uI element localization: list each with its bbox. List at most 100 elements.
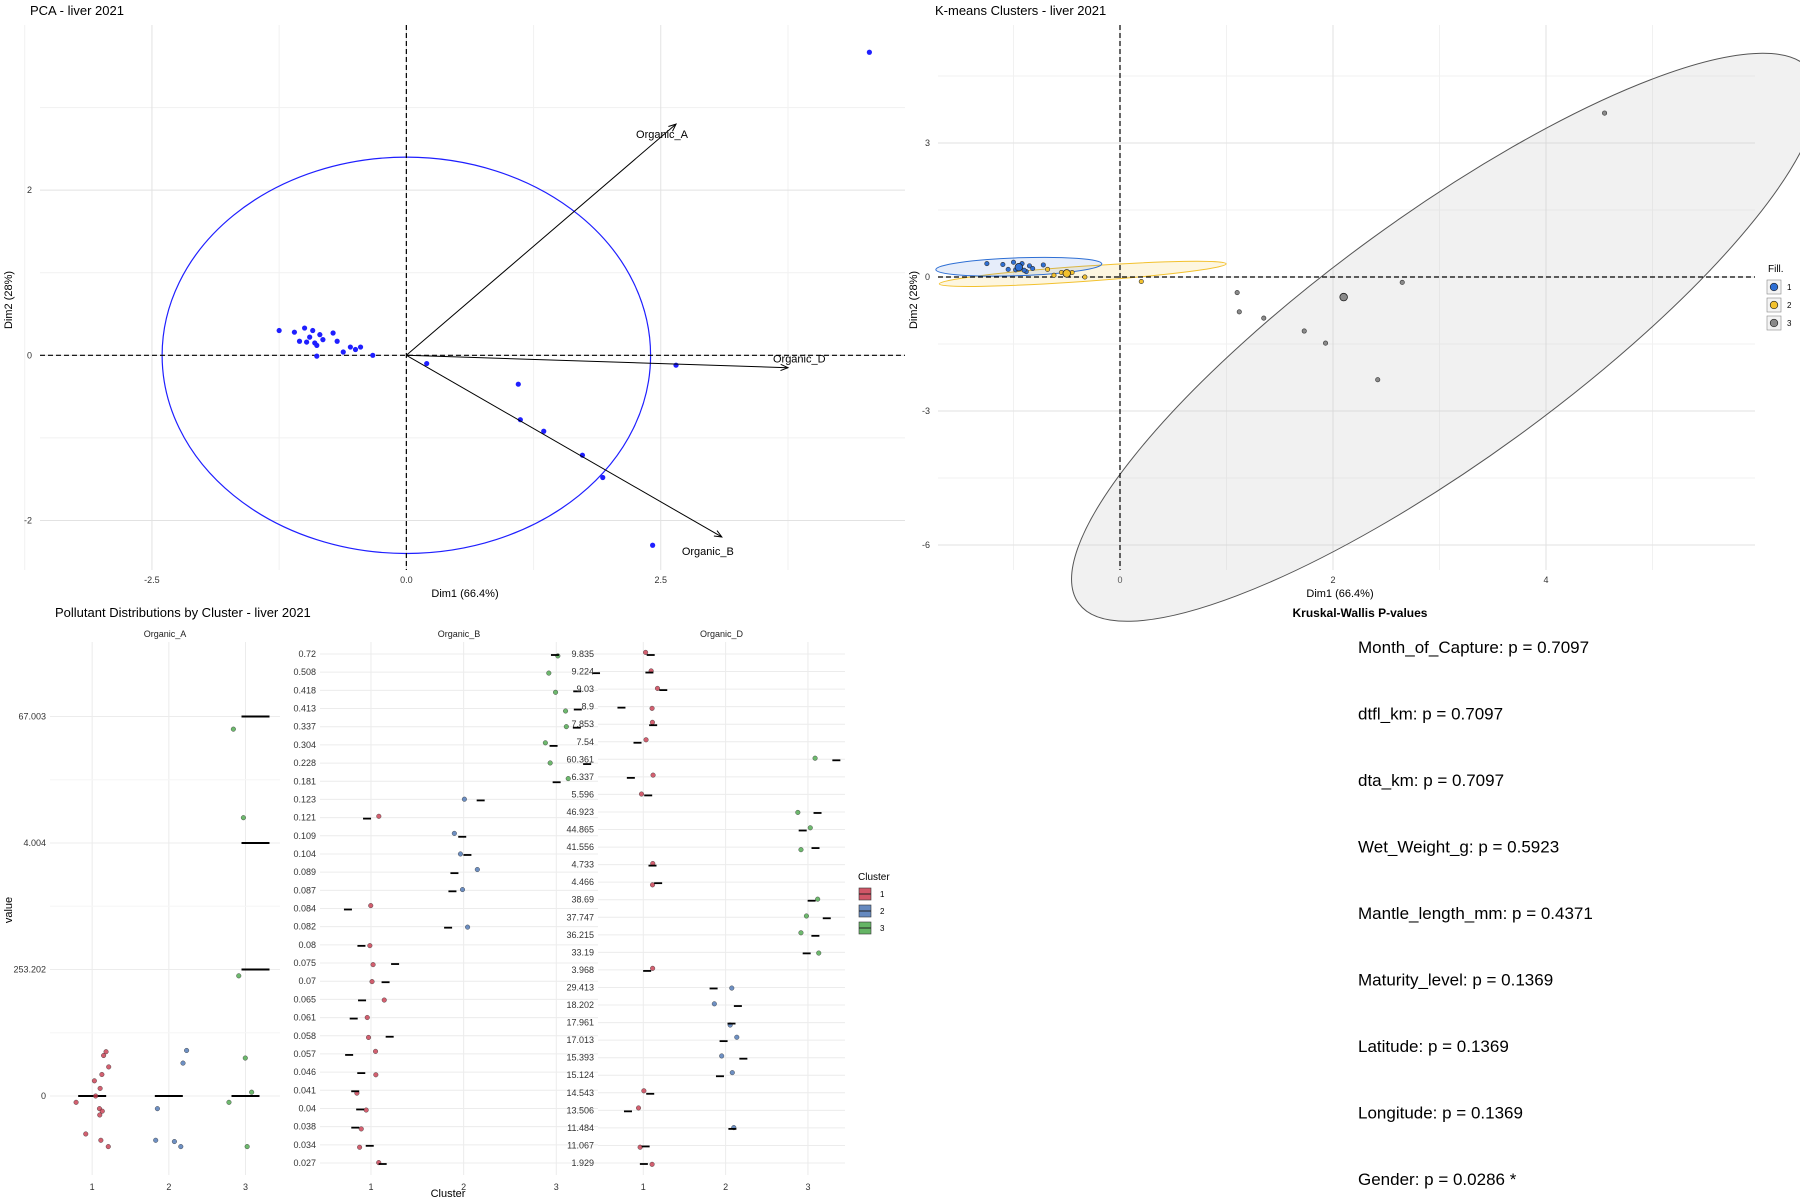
pca-point (314, 353, 320, 359)
pca-point (296, 338, 303, 344)
kmeans-cluster-ellipse (938, 260, 1227, 287)
pca-point (673, 362, 679, 368)
pca-arrow-head (780, 363, 790, 372)
facet-point (816, 950, 822, 956)
facet-ytick-label: 7.54 (576, 737, 594, 747)
facet-point (367, 943, 373, 949)
pca-point (600, 474, 606, 481)
kruskal-pvalue-line: Gender: p = 0.0286 * (1358, 1170, 1517, 1189)
facet-ytick-label: 0.304 (293, 740, 316, 750)
facet-ytick-label: 4.466 (571, 877, 594, 887)
facet-ytick-label: 7.853 (571, 719, 594, 729)
facet-point (729, 985, 735, 991)
facet-point (641, 1088, 647, 1094)
facet-point (563, 708, 569, 714)
facet-point (546, 670, 552, 676)
kruskal-pvalue-line: Mantle_length_mm: p = 0.4371 (1358, 904, 1593, 923)
facet-xtick-label: 1 (90, 1182, 95, 1192)
pca-point (301, 325, 308, 331)
pca-loading-arrow (406, 354, 723, 538)
facet-ytick-label: 0.034 (293, 1140, 316, 1150)
distribution-ylabel: value (3, 897, 15, 923)
facet-xtick-label: 1 (368, 1182, 373, 1192)
facet-ytick-label: 0.046 (293, 1067, 316, 1077)
kmeans-point (1236, 309, 1242, 315)
facet-point (376, 813, 382, 819)
pca-ytick-label: 0 (27, 350, 32, 360)
facet-point (649, 1161, 655, 1167)
kruskal-pvalue-line: Longitude: p = 0.1369 (1358, 1104, 1523, 1123)
kmeans-title: K-means Clusters - liver 2021 (935, 3, 1106, 18)
facet-ytick-label: 0.337 (293, 722, 316, 732)
kmeans-legend-dot (1769, 318, 1779, 328)
pca-point (517, 417, 523, 423)
kmeans-legend-dot (1769, 282, 1779, 292)
facet-point (638, 791, 644, 797)
distribution-title: Pollutant Distributions by Cluster - liv… (55, 605, 311, 620)
facet-point (649, 705, 655, 711)
facet-ytick-label: 0.228 (293, 758, 316, 768)
facet-point (457, 851, 463, 857)
kmeans-point (1399, 279, 1405, 285)
facet-ytick-label: 18.202 (566, 1000, 594, 1010)
pca-point (340, 349, 346, 355)
pca-point (579, 452, 586, 458)
facet-point (451, 830, 457, 836)
facet-strip-label: Organic_D (700, 629, 744, 639)
facet-point (153, 1137, 159, 1143)
facet-ytick-label: 9.224 (571, 667, 594, 677)
distribution-legend: Cluster 1 2 3 (858, 872, 890, 935)
facet-point (180, 1060, 186, 1066)
facet-point (99, 1108, 105, 1114)
facet-xtick-label: 3 (243, 1182, 248, 1192)
facet-xtick-label: 2 (723, 1182, 728, 1192)
kruskal-pvalue-line: Maturity_level: p = 0.1369 (1358, 971, 1553, 990)
pca-arrow-label: Organic_D (773, 354, 826, 366)
facet-ytick-label: 0.121 (293, 813, 316, 823)
pca-arrow-label: Organic_A (636, 129, 689, 141)
pca-point (276, 327, 282, 334)
facet-point (103, 1049, 109, 1055)
facet-strip-label: Organic_B (438, 629, 481, 639)
facet-ytick-label: 38.69 (571, 895, 594, 905)
facet-ytick-label: 11.067 (567, 1140, 594, 1150)
kmeans-point (1040, 262, 1046, 268)
facet-point (358, 1126, 364, 1132)
kruskal-title: Kruskal-Wallis P-values (1293, 606, 1428, 620)
facet-ytick-label: 0.04 (298, 1103, 316, 1113)
facet-point (553, 689, 559, 695)
facet-ytick-label: 3.968 (571, 965, 594, 975)
facet-ytick-label: 17.013 (566, 1035, 594, 1045)
facet-point (815, 896, 821, 902)
facet-ytick-label: 17.961 (566, 1018, 594, 1028)
facet-point (547, 760, 553, 766)
facet-point (734, 1034, 740, 1040)
facet-point (99, 1071, 105, 1077)
pca-arrow-label: Organic_B (682, 546, 734, 558)
facet-point (803, 913, 809, 919)
pca-point (424, 360, 430, 367)
kmeans-point (1026, 263, 1032, 269)
facet-ytick-label: 15.393 (566, 1053, 594, 1063)
kruskal-pvalue-line: Wet_Weight_g: p = 0.5923 (1358, 838, 1559, 857)
pca-point (347, 344, 353, 350)
facet-ytick-label: 13.506 (566, 1105, 594, 1115)
facet-point (650, 882, 656, 888)
facet-ytick-label: 29.413 (566, 982, 594, 992)
kmeans-legend: Fill.1 2 3 (1766, 264, 1792, 331)
facet-point (370, 962, 376, 968)
facet-ytick-label: 1.929 (571, 1158, 594, 1168)
pca-point (307, 334, 313, 340)
pca-point (317, 332, 323, 338)
kmeans-ytick-label: 3 (925, 138, 930, 148)
kmeans-point (1323, 340, 1329, 346)
facet-ytick-label: 11.484 (567, 1123, 594, 1133)
facet-point (643, 737, 649, 743)
facet-point (650, 772, 656, 778)
facet-ytick-label: 5.596 (571, 789, 594, 799)
facet-ytick-label: 46.923 (566, 807, 594, 817)
facet-ytick-label: 0.087 (293, 885, 316, 895)
facet-xtick-label: 3 (554, 1182, 559, 1192)
kmeans-point (1045, 266, 1051, 272)
